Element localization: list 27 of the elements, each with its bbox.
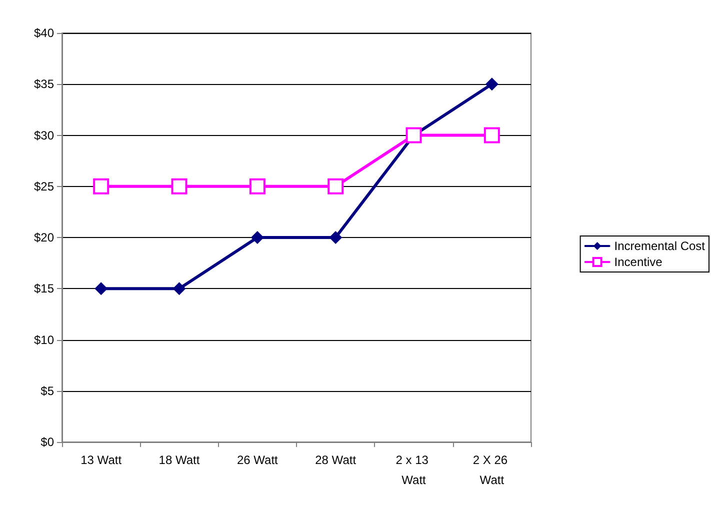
x-tick-label: 28 Watt	[315, 453, 357, 467]
legend-label: Incentive	[614, 255, 663, 269]
y-tick-label: $25	[34, 179, 54, 194]
x-tick-label: 13 Watt	[80, 453, 122, 467]
y-tick-label: $5	[40, 384, 54, 398]
point	[93, 178, 110, 194]
x-tick-label: 18 Watt	[158, 453, 200, 467]
point	[94, 282, 108, 296]
y-tick-label: $35	[34, 77, 54, 92]
x-tick-label: 2 x 13 Watt	[396, 453, 432, 487]
y-tick-label: $30	[34, 128, 54, 142]
y-tick-label: $10	[34, 332, 54, 347]
point	[249, 178, 266, 194]
x-tick-label: 26 Watt	[236, 453, 279, 467]
y-tick-label: $0	[40, 435, 54, 449]
point	[250, 231, 264, 244]
point	[172, 282, 186, 296]
point	[484, 127, 500, 144]
point	[329, 231, 342, 244]
y-tick-label: $15	[34, 282, 54, 296]
x-tick-label: 2 X 26 Watt	[472, 453, 511, 487]
y-tick-label: $40	[34, 26, 54, 40]
point	[328, 178, 344, 194]
point	[485, 78, 498, 91]
point	[171, 178, 188, 194]
legend-label: Incremental Cost	[614, 239, 706, 253]
y-tick-label: $20	[34, 230, 54, 244]
